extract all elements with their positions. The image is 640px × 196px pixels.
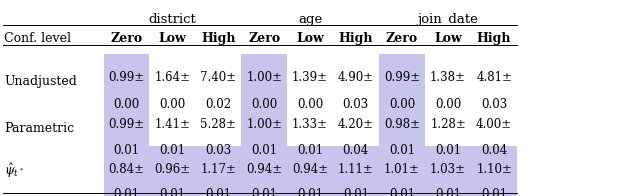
Text: district: district [148, 13, 196, 26]
Text: 0.01: 0.01 [481, 188, 507, 196]
Text: 7.40±: 7.40± [200, 71, 236, 83]
Text: Conf. level: Conf. level [4, 32, 72, 45]
Text: 1.64±: 1.64± [154, 71, 190, 83]
Text: 0.98±: 0.98± [384, 118, 420, 131]
Bar [241, 54, 287, 110]
Text: 0.01: 0.01 [159, 188, 185, 196]
Text: 0.00: 0.00 [113, 98, 140, 111]
Text: $\hat{\psi}_{t^*}$: $\hat{\psi}_{t^*}$ [4, 162, 25, 180]
Text: 0.00: 0.00 [297, 98, 323, 111]
Text: 1.00±: 1.00± [246, 71, 282, 83]
Text: Low: Low [158, 32, 186, 45]
Bar [195, 146, 241, 196]
Bar [379, 101, 425, 157]
Text: 0.01: 0.01 [389, 144, 415, 157]
Text: Low: Low [434, 32, 462, 45]
Text: High: High [339, 32, 373, 45]
Text: 1.10±: 1.10± [476, 163, 512, 176]
Text: 0.99±: 0.99± [108, 118, 145, 131]
Text: 1.33±: 1.33± [292, 118, 328, 131]
Text: Zero: Zero [386, 32, 418, 45]
Text: 0.02: 0.02 [205, 98, 231, 111]
Text: 0.04: 0.04 [342, 144, 369, 157]
Bar [471, 146, 517, 196]
Text: 0.01: 0.01 [159, 144, 185, 157]
Bar [241, 146, 287, 196]
Text: 0.01: 0.01 [343, 188, 369, 196]
Text: 0.03: 0.03 [481, 98, 508, 111]
Text: 0.01: 0.01 [297, 144, 323, 157]
Text: age: age [298, 13, 322, 26]
Text: 4.90±: 4.90± [338, 71, 374, 83]
Text: Low: Low [296, 32, 324, 45]
Text: 0.96±: 0.96± [154, 163, 190, 176]
Text: 0.94±: 0.94± [246, 163, 282, 176]
Text: 0.94±: 0.94± [292, 163, 328, 176]
Text: 1.28±: 1.28± [430, 118, 466, 131]
Text: 0.00: 0.00 [251, 98, 278, 111]
Text: 5.28±: 5.28± [200, 118, 236, 131]
Text: 0.04: 0.04 [481, 144, 508, 157]
Text: 1.03±: 1.03± [430, 163, 466, 176]
Text: 0.01: 0.01 [297, 188, 323, 196]
Bar [149, 146, 195, 196]
Bar [333, 146, 379, 196]
Text: 0.01: 0.01 [252, 144, 277, 157]
Text: 1.38±: 1.38± [430, 71, 466, 83]
Text: High: High [477, 32, 511, 45]
Text: 0.01: 0.01 [252, 188, 277, 196]
Text: 0.99±: 0.99± [384, 71, 420, 83]
Text: 0.03: 0.03 [205, 144, 232, 157]
Text: High: High [201, 32, 236, 45]
Text: 0.99±: 0.99± [108, 71, 145, 83]
Text: 1.39±: 1.39± [292, 71, 328, 83]
Text: 0.01: 0.01 [205, 188, 231, 196]
Text: 0.01: 0.01 [435, 144, 461, 157]
Text: Zero: Zero [248, 32, 280, 45]
Bar [104, 101, 149, 157]
Text: 0.01: 0.01 [389, 188, 415, 196]
Text: 0.84±: 0.84± [108, 163, 145, 176]
Text: 0.01: 0.01 [435, 188, 461, 196]
Text: join_date: join_date [417, 13, 479, 26]
Text: 4.81±: 4.81± [476, 71, 512, 83]
Bar [104, 146, 149, 196]
Text: 1.01±: 1.01± [384, 163, 420, 176]
Bar [379, 146, 425, 196]
Text: 1.00±: 1.00± [246, 118, 282, 131]
Text: Zero: Zero [110, 32, 143, 45]
Text: Parametric: Parametric [4, 122, 75, 135]
Text: Unadjusted: Unadjusted [4, 75, 77, 88]
Text: 0.00: 0.00 [388, 98, 415, 111]
Bar [241, 101, 287, 157]
Text: 0.00: 0.00 [159, 98, 186, 111]
Text: 0.03: 0.03 [342, 98, 369, 111]
Text: 1.17±: 1.17± [200, 163, 236, 176]
Bar [287, 146, 333, 196]
Bar [425, 146, 471, 196]
Text: 0.01: 0.01 [113, 144, 140, 157]
Bar [104, 54, 149, 110]
Text: 4.20±: 4.20± [338, 118, 374, 131]
Text: 0.00: 0.00 [435, 98, 461, 111]
Text: 1.11±: 1.11± [338, 163, 374, 176]
Text: 0.01: 0.01 [113, 188, 140, 196]
Text: 1.41±: 1.41± [154, 118, 190, 131]
Text: 4.00±: 4.00± [476, 118, 512, 131]
Bar [379, 54, 425, 110]
